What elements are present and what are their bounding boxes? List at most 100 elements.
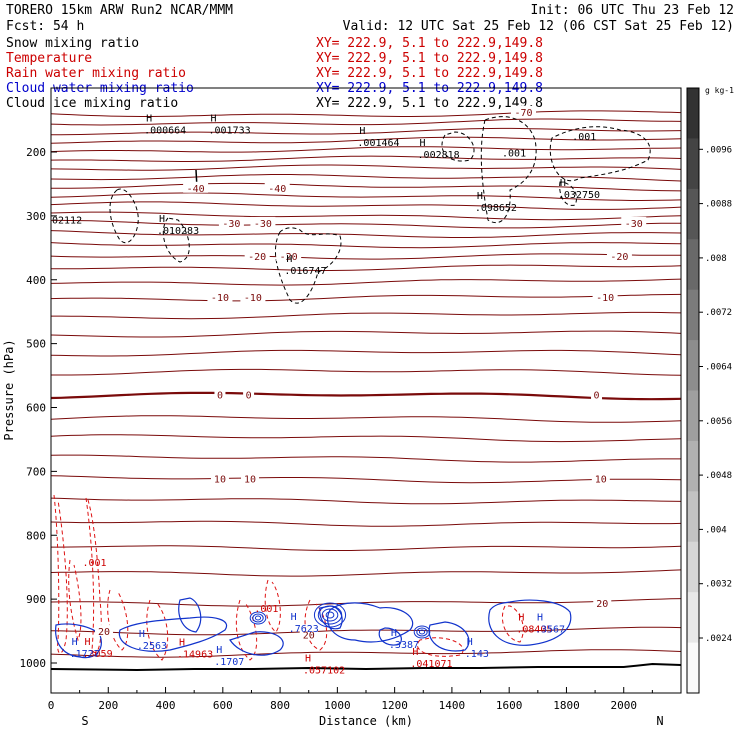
temperature-label: 0 [246,391,252,402]
colorbar-unit: g kg-1 [705,86,734,95]
isotherm-line [50,174,682,182]
rain-contour [235,599,258,661]
x-tick-label: 2000 [610,699,637,712]
isotherm-line [51,311,682,320]
temperature-label: 10 [595,474,607,485]
y-axis-title: Pressure (hPa) [2,339,16,440]
x-tick-label: 600 [213,699,233,712]
isotherm-line [50,110,682,117]
temperature-label: 20 [596,599,608,610]
y-tick-label: 500 [26,338,46,351]
colorbar-segment [687,642,699,694]
isotherm-line [50,454,681,463]
colorbar-segment [687,289,699,341]
cloud-water-contour [327,602,414,643]
isotherm-line [50,164,682,171]
temperature-label: -20 [610,252,628,263]
cloud-water-core [413,625,431,639]
maximum-value-label: .3059 [83,649,113,660]
legend-xy-temperature: XY= 222.9, 5.1 to 222.9,149.8 [316,51,543,66]
cloud-water-core [418,629,426,635]
temperature-label-bg [214,388,226,400]
y-tick-label: 600 [26,402,46,415]
temperature-label: -30 [625,219,643,230]
cloud-water-contour [178,597,202,633]
temperature-label-bg [593,596,612,608]
isotherm-line [50,155,682,162]
cloud-water-core [317,605,343,625]
x-tick-label: 400 [156,699,176,712]
cloud-water-core [416,627,428,637]
maximum-marker-h: H [537,613,543,624]
temperature-label-bg [250,216,276,228]
legend-xy-cloud-ice: XY= 222.9, 5.1 to 222.9,149.8 [316,96,543,111]
temperature-label-bg [606,250,632,262]
maximum-marker-h: H [359,126,365,137]
colorbar-tick-label: .004 [705,525,727,535]
colorbar-segment [687,440,699,492]
temperature-label: 0 [217,391,223,402]
maximum-value-label: .001464 [357,138,399,149]
isotherm-line [50,349,682,357]
temperature-label-bg [591,472,610,484]
temperature-label-bg [591,388,603,400]
rain-contour [68,559,82,642]
rain-contour [501,605,524,643]
maximum-value-label: .3567 [535,625,565,636]
isotherm-line [50,391,682,401]
isotherm-lines [50,110,682,672]
temperature-label: -30 [254,219,272,230]
maximum-marker-h: H [72,637,78,648]
colorbar-segment [687,188,699,240]
x-tick-label: 1400 [439,699,466,712]
isotherm-line [50,230,682,238]
x-tick-label: 1600 [496,699,523,712]
rain-contour [107,589,129,651]
maximum-value-label: .14963 [177,649,213,660]
temperature-label-bg [592,290,618,302]
colorbar-tick-label: .0024 [705,634,732,644]
temperature-label: -10 [244,293,262,304]
rain-contour [304,599,328,651]
temperature-label-bg [240,290,266,302]
x-tick-label: 200 [98,699,118,712]
legend-xy-snow: XY= 222.9, 5.1 to 222.9,149.8 [316,36,543,51]
isotherm-line [51,264,682,271]
x-tick-label: 800 [270,699,290,712]
rain-contour [264,579,281,633]
cloud-water-core [252,613,264,623]
temperature-label-bg [511,105,536,117]
maximum-value-label: .2563 [137,641,167,652]
field-legend: Snow mixing ratio XY= 222.9, 5.1 to 222.… [6,36,543,111]
maximum-marker-h: H [560,178,566,189]
isotherm-line [50,242,682,249]
x-tick-label: 1200 [381,699,408,712]
maximum-marker-h: H [391,628,397,639]
colorbar-segment [687,541,699,593]
x-end-label-left: S [81,714,88,728]
cloud-ice-contour [274,227,342,304]
temperature-label: -20 [280,252,298,263]
cloud-contours [53,116,651,661]
temperature-label-bg [210,472,229,484]
cloud-water-contour [229,631,284,656]
colorbar-tick-label: .0072 [705,308,732,318]
isotherm-line [50,253,682,260]
maximum-marker-h: H [139,629,145,640]
temperature-label-bg [244,250,270,262]
isotherm-line [50,497,682,505]
colorbar-tick-label: .0048 [705,471,732,481]
temperature-label: -10 [211,293,229,304]
temperature-label-bg [243,388,255,400]
colorbar-frame [686,87,700,694]
maximum-value-label: .016747 [284,266,326,277]
maximum-value-label: .143 [465,649,489,660]
rain-contour [53,494,68,654]
maximum-marker-h: H [211,114,217,125]
valid-line: Valid: 12 UTC Sat 25 Feb 12 (06 CST Sat … [343,19,734,34]
colorbar-segment [687,340,699,391]
isotherm-line [50,146,682,153]
temperature-label-bg [299,628,318,640]
x-tick-label: 0 [48,699,55,712]
